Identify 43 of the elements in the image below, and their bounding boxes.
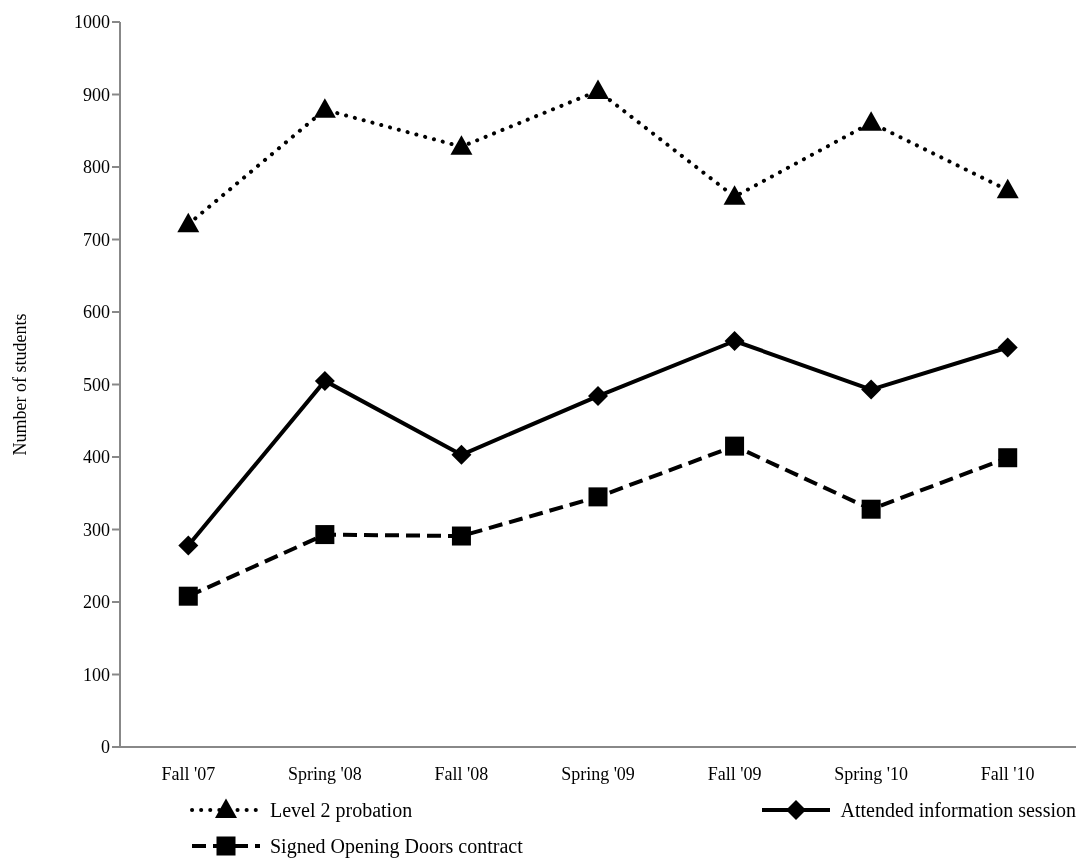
point	[860, 111, 883, 131]
x-tick-label: Spring '10	[834, 763, 909, 784]
point	[177, 212, 200, 233]
y-tick-label: 800	[83, 157, 110, 178]
y-axis-title: Number of students	[10, 313, 31, 456]
point	[996, 178, 1019, 199]
point	[723, 185, 746, 205]
y-tick-label: 900	[83, 84, 110, 105]
point	[313, 98, 336, 118]
point	[314, 370, 335, 391]
y-tick-label: 100	[83, 664, 110, 685]
point	[725, 436, 745, 456]
y-tick-label: 300	[83, 519, 110, 540]
y-tick-label: 1000	[74, 12, 110, 33]
point	[451, 444, 472, 465]
point	[178, 535, 199, 556]
x-tick-label: Fall '07	[161, 763, 216, 784]
point	[178, 586, 198, 606]
point	[450, 135, 473, 155]
legend-label: Level 2 probation	[270, 798, 413, 822]
y-tick-label: 400	[83, 447, 110, 468]
legend-label: Signed Opening Doors contract	[270, 834, 523, 858]
point	[998, 448, 1018, 468]
y-tick-label: 500	[83, 374, 110, 395]
legend-label: Attended information session	[840, 798, 1076, 822]
x-tick-label: Spring '09	[561, 763, 635, 784]
point	[997, 337, 1018, 358]
point	[861, 379, 882, 400]
x-tick-label: Spring '08	[287, 763, 362, 784]
point	[724, 331, 745, 351]
point	[315, 525, 335, 545]
y-tick-label: 700	[83, 229, 110, 250]
y-tick-label: 600	[83, 302, 110, 323]
point	[588, 487, 608, 507]
point	[588, 386, 608, 407]
point	[587, 79, 609, 99]
y-tick-label: 200	[83, 592, 110, 613]
x-tick-label: Fall '08	[434, 763, 489, 784]
point	[451, 526, 471, 546]
x-tick-label: Fall '10	[980, 763, 1035, 784]
point	[861, 499, 881, 519]
x-tick-label: Fall '09	[707, 763, 762, 784]
y-tick-label: 0	[101, 737, 110, 758]
